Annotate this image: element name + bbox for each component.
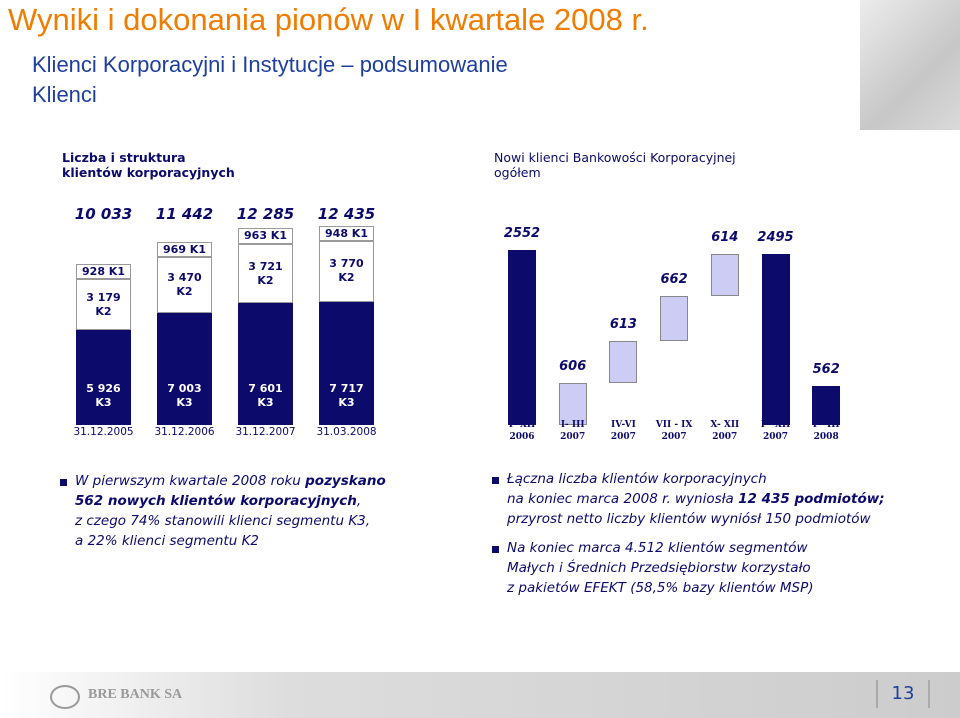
value-label: 948 K1	[325, 226, 368, 240]
logo	[860, 0, 960, 130]
bullet-marker	[60, 479, 67, 486]
value-label: 613	[609, 317, 637, 333]
value-label: 3 179 K2	[86, 290, 121, 318]
value-label: 3 470 K2	[167, 271, 202, 299]
subtitle: Klienci Korporacyjni i Instytucje – pods…	[32, 52, 508, 77]
bank-name: BRE BANK SA	[88, 687, 183, 702]
bullet-marker	[492, 477, 499, 484]
bar-segment: 7 717 K3	[319, 301, 374, 425]
value-label: 662	[660, 271, 688, 287]
value-label: 963 K1	[244, 229, 287, 243]
bar-segment: 3 470 K2	[157, 257, 212, 313]
text-run: Łączna liczba klientów korporacyjnych	[507, 471, 767, 487]
bar	[761, 253, 790, 425]
chart-title: Nowi klienci Bankowości Korporacyjnej og…	[494, 150, 736, 180]
total-label: 12 285	[236, 205, 295, 223]
slide-title: Wyniki i dokonania pionów w I kwartale 2…	[8, 2, 649, 37]
x-tick-label: IV-VI 2007	[610, 420, 636, 442]
value-label: 562	[812, 362, 840, 378]
bar	[710, 253, 739, 296]
x-tick-label: I- XII 2006	[508, 420, 536, 442]
value-label: 7 717 K3	[329, 381, 364, 409]
value-label: 969 K1	[163, 242, 206, 256]
x-tick-label: 31.03.2008	[316, 426, 377, 438]
bar-segment: 3 770 K2	[319, 241, 374, 302]
text-run: ,	[356, 493, 362, 509]
value-label: 7 003 K3	[167, 381, 202, 409]
footer-logo	[50, 685, 80, 709]
bullet-line: na koniec marca 2008 r. wyniosła 12 435 …	[507, 491, 885, 507]
bullet-marker	[492, 546, 499, 553]
x-tick-label: I - XII 2007	[760, 420, 791, 442]
text-run: W pierwszym kwartale 2008 roku	[75, 473, 306, 489]
text-run: a 22% klienci segmentu K2	[75, 533, 260, 549]
value-label: 5 926 K3	[86, 381, 121, 409]
bullet-line: Na koniec marca 4.512 klientów segmentów	[507, 540, 808, 556]
section: Klienci	[32, 82, 97, 107]
text-run: z pakietów EFEKT (58,5% bazy klientów MS…	[507, 580, 814, 596]
bullet-line: a 22% klienci segmentu K2	[75, 533, 259, 549]
bullet-line: W pierwszym kwartale 2008 roku pozyskano	[75, 473, 386, 489]
total-label: 11 442	[155, 205, 214, 223]
bullet-line: Małych i Średnich Przedsiębiorstw korzys…	[507, 560, 811, 576]
total-label: 10 033	[74, 205, 133, 223]
text-run: przyrost netto liczby klientów wyniósł 1…	[507, 511, 871, 527]
bar-segment: 963 K1	[238, 228, 293, 244]
bar	[558, 383, 587, 425]
bar-segment: 7 003 K3	[157, 312, 212, 425]
value-label: 3 721 K2	[248, 259, 283, 287]
text-run: Na koniec marca 4.512 klientów segmentów	[507, 540, 808, 556]
bar-segment: 7 601 K3	[238, 303, 293, 425]
x-tick-label: I- III 2007	[560, 420, 586, 442]
x-tick-label: I - III 2008	[812, 420, 840, 442]
text-run: pozyskano	[305, 473, 386, 489]
bar-segment: 5 926 K3	[76, 330, 131, 425]
value-label: 928 K1	[82, 264, 125, 278]
bar	[660, 295, 689, 342]
text-run: 12 435 podmiotów;	[738, 491, 885, 507]
text-run: Małych i Średnich Przedsiębiorstw korzys…	[507, 560, 811, 576]
x-tick-label: 31.12.2005	[73, 426, 134, 438]
bar-segment: 3 721 K2	[238, 243, 293, 304]
x-tick-label: X- XII 2007	[710, 420, 740, 442]
value-label: 606	[559, 359, 587, 375]
bar-segment: 969 K1	[157, 241, 212, 258]
bar-segment: 948 K1	[319, 226, 374, 242]
bullet-line: przyrost netto liczby klientów wyniósł 1…	[507, 511, 871, 527]
bullet-line: z pakietów EFEKT (58,5% bazy klientów MS…	[507, 580, 814, 596]
bullet-line: z czego 74% stanowili klienci segmentu K…	[75, 513, 370, 529]
bar	[609, 341, 638, 384]
value-label: 7 601 K3	[248, 381, 283, 409]
page-number: 13	[876, 680, 930, 708]
bar-segment: 928 K1	[76, 264, 131, 280]
value-label: 2552	[503, 225, 541, 241]
bar	[508, 249, 536, 425]
bullet-line: 562 nowych klientów korporacyjnych,	[75, 493, 361, 509]
text-run: 562 nowych klientów korporacyjnych	[75, 493, 357, 509]
x-tick-label: 31.12.2007	[235, 426, 296, 438]
x-tick-label: 31.12.2006	[154, 426, 215, 438]
total-label: 12 435	[317, 205, 376, 223]
value-label: 2495	[757, 229, 794, 245]
bullet-line: Łączna liczba klientów korporacyjnych	[507, 471, 767, 487]
value-label: 3 770 K2	[329, 257, 364, 285]
bar	[812, 386, 841, 425]
bar-segment: 3 179 K2	[76, 279, 131, 331]
footer: BRE BANK SA 13	[0, 672, 960, 718]
chart-title: Liczba i struktura klientów korporacyjny…	[62, 150, 235, 180]
x-tick-label: VII - IX 2007	[655, 420, 693, 442]
value-label: 614	[711, 229, 739, 245]
text-run: na koniec marca 2008 r. wyniosła	[507, 491, 739, 507]
text-run: z czego 74% stanowili klienci segmentu K…	[75, 513, 371, 529]
